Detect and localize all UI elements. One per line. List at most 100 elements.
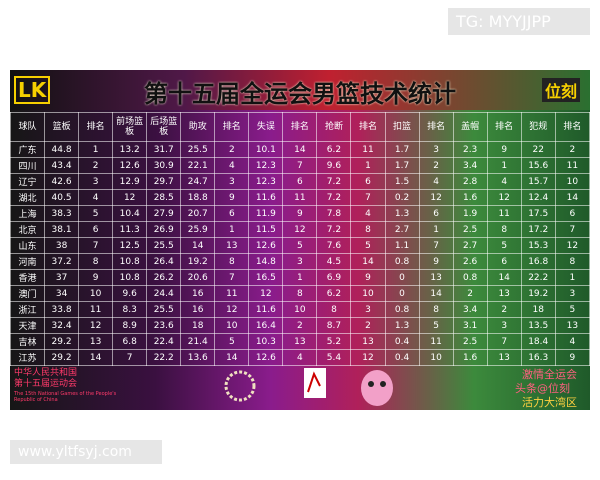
cell: 11.5 <box>248 221 284 238</box>
cell: 2 <box>554 141 591 158</box>
cell: 13 <box>78 333 114 350</box>
mascot <box>361 370 393 406</box>
cell: 15.6 <box>520 157 556 174</box>
poster: LK 第十五届全运会男篮技术统计 位刻 球队 篮板 排名 前场篮板 后场篮板 助攻 排名 失误… <box>9 70 591 410</box>
cell: 28.5 <box>146 189 182 206</box>
cell: 1.3 <box>384 205 420 222</box>
cell: 5 <box>554 301 591 318</box>
cell: 14 <box>554 189 591 206</box>
cell: 23.6 <box>146 317 182 334</box>
cell: 7 <box>214 269 250 286</box>
cell: 7.2 <box>316 221 352 238</box>
brand-mark: LK <box>14 76 51 104</box>
cell: 4 <box>554 333 591 350</box>
table-row: 湖北 40.5 4 12 28.5 18.8 9 11.6 11 7.2 7 0.2 12 1.6 12 12… <box>9 189 591 206</box>
cell: 7 <box>486 333 522 350</box>
cell: 14.8 <box>248 253 284 270</box>
cell: 14 <box>180 237 216 254</box>
cell: 10.1 <box>248 141 284 158</box>
cell: 9 <box>350 269 386 286</box>
cell: 13 <box>282 333 318 350</box>
cell: 26.2 <box>146 269 182 286</box>
cell: 12 <box>78 317 114 334</box>
cell: 18.8 <box>180 189 216 206</box>
cell: 38.3 <box>44 205 80 222</box>
cell: 10 <box>282 301 318 318</box>
cell: 13 <box>418 269 454 286</box>
cell: 11.6 <box>248 301 284 318</box>
cell: 11 <box>78 301 114 318</box>
cell: 13 <box>350 333 386 350</box>
cell: 12.3 <box>248 173 284 190</box>
cell: 16.4 <box>248 317 284 334</box>
table-row: 天津 32.4 12 8.9 23.6 18 10 16.4 2 8.7 2 1.3 5 3.1 3 13.5… <box>9 317 591 334</box>
cell: 1 <box>214 221 250 238</box>
games-cn: 中华人民共和国 <box>14 368 78 378</box>
cell: 4 <box>486 173 522 190</box>
cell: 6.9 <box>316 269 352 286</box>
cell: 4 <box>214 157 250 174</box>
cell: 8.9 <box>112 317 148 334</box>
cell: 9 <box>78 269 114 286</box>
cell: 16 <box>180 285 216 302</box>
account: 头条@位刻 <box>515 382 570 395</box>
cell: 2.6 <box>452 253 488 270</box>
table-row: 江苏 29.2 14 7 22.2 13.6 14 12.6 4 5.4 12 0.4 10 1.6 13 1… <box>9 349 591 366</box>
cell: 5 <box>282 237 318 254</box>
cell: 2 <box>452 285 488 302</box>
cell: 3 <box>418 141 454 158</box>
cell: 2 <box>214 141 250 158</box>
cell: 11 <box>350 141 386 158</box>
cell: 12.4 <box>520 189 556 206</box>
cell: 20.6 <box>180 269 216 286</box>
cell: 14 <box>486 269 522 286</box>
cell: 8.7 <box>316 317 352 334</box>
cell: 22.4 <box>146 333 182 350</box>
team-name: 天津 <box>9 317 46 334</box>
column-header: 排名 <box>554 112 591 142</box>
cell: 43.4 <box>44 157 80 174</box>
cell: 11 <box>554 157 591 174</box>
cell: 18 <box>520 301 556 318</box>
table-row: 浙江 33.8 11 8.3 25.5 16 12 11.6 10 8 3 0.8 8 3.4 2 18 5 <box>9 301 591 318</box>
cell: 9 <box>554 349 591 366</box>
cell: 1.3 <box>384 317 420 334</box>
cell: 12.3 <box>248 157 284 174</box>
column-header: 扣篮 <box>384 112 420 142</box>
cell: 5 <box>78 205 114 222</box>
team-name: 浙江 <box>9 301 46 318</box>
cell: 7.2 <box>316 189 352 206</box>
cell: 7 <box>112 349 148 366</box>
cell: 4.5 <box>316 253 352 270</box>
column-header: 排名 <box>418 112 454 142</box>
cell: 2.7 <box>452 237 488 254</box>
cell: 44.8 <box>44 141 80 158</box>
cell: 19.2 <box>180 253 216 270</box>
cell: 40.5 <box>44 189 80 206</box>
cell: 9 <box>486 141 522 158</box>
games-en: The 15th National Games of the People's … <box>14 391 117 403</box>
cell: 11 <box>214 285 250 302</box>
cell: 19.2 <box>520 285 556 302</box>
cell: 22.2 <box>520 269 556 286</box>
table-row: 广东 44.8 1 13.2 31.7 25.5 2 10.1 14 6.2 11 1.7 3 2.3 9 2… <box>9 141 591 158</box>
cell: 1 <box>78 141 114 158</box>
cell: 27.9 <box>146 205 182 222</box>
cell: 13 <box>486 285 522 302</box>
column-header: 排名 <box>486 112 522 142</box>
slogan: 激情全运会 <box>522 368 577 381</box>
cell: 30.9 <box>146 157 182 174</box>
column-header: 后场篮板 <box>146 112 182 142</box>
cell: 33.8 <box>44 301 80 318</box>
team-name: 山东 <box>9 237 46 254</box>
team-name: 吉林 <box>9 333 46 350</box>
cell: 8 <box>282 285 318 302</box>
cell: 2.5 <box>452 221 488 238</box>
cell: 3.4 <box>452 301 488 318</box>
team-name: 四川 <box>9 157 46 174</box>
cell: 29.7 <box>146 173 182 190</box>
cell: 26.4 <box>146 253 182 270</box>
cell: 14 <box>418 285 454 302</box>
column-header: 排名 <box>78 112 114 142</box>
cell: 0.4 <box>384 333 420 350</box>
